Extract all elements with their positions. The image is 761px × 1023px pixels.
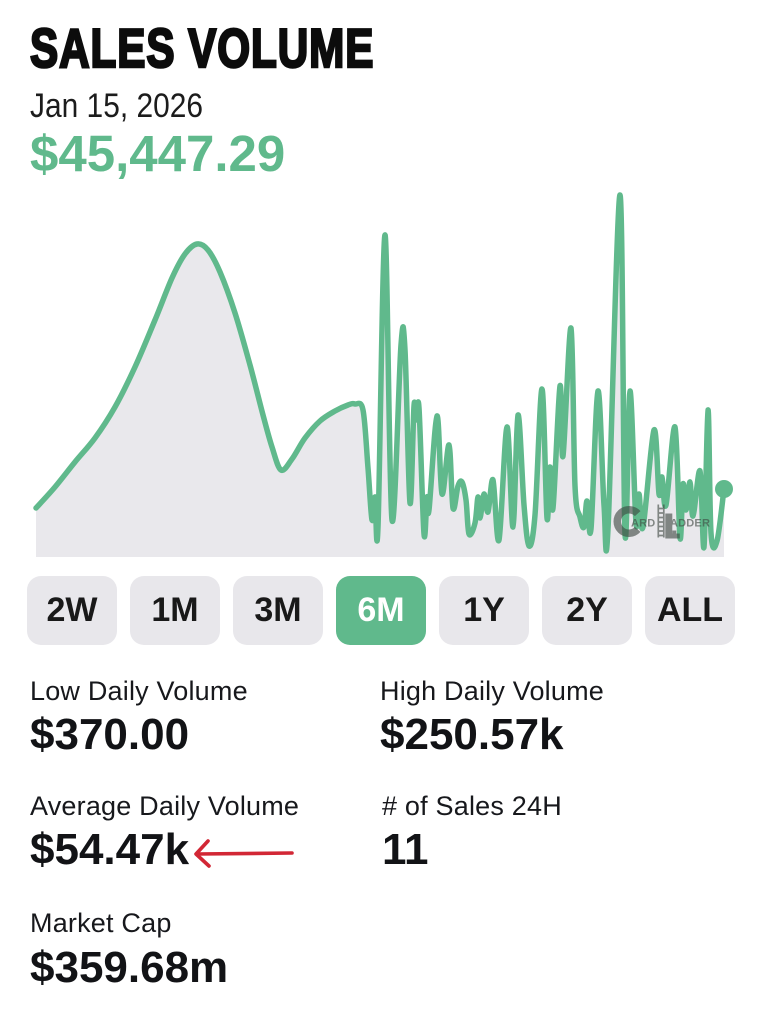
svg-text:ADDER: ADDER <box>670 517 710 529</box>
svg-text:ARD: ARD <box>631 517 655 529</box>
